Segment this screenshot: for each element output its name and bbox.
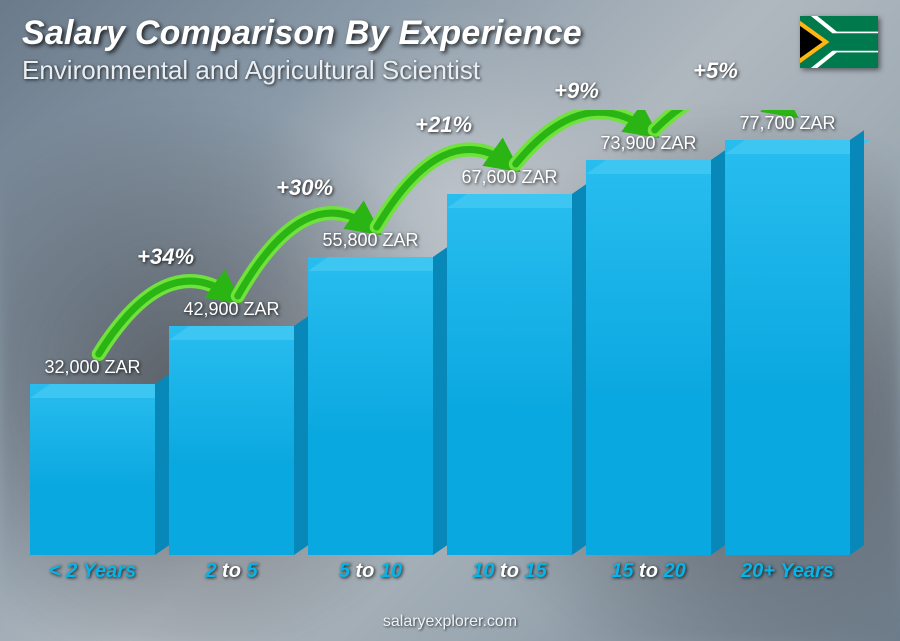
bar xyxy=(30,384,155,555)
bar-top-face xyxy=(308,257,453,271)
bar-slot: 77,700 ZAR20+ Years xyxy=(725,113,850,555)
pct-increase-label: +9% xyxy=(554,78,599,104)
bar-value-label: 55,800 ZAR xyxy=(322,230,418,251)
bar-value-label: 32,000 ZAR xyxy=(44,357,140,378)
bar-top-face xyxy=(586,160,731,174)
bar-slot: 42,900 ZAR2 to 5 xyxy=(169,299,294,555)
bar-front-face xyxy=(169,326,294,555)
bar-top-face xyxy=(725,140,870,154)
bar-value-label: 42,900 ZAR xyxy=(183,299,279,320)
bar xyxy=(725,140,850,555)
bar xyxy=(308,257,433,555)
bar-side-face xyxy=(572,184,586,555)
bar-slot: 55,800 ZAR5 to 10 xyxy=(308,230,433,555)
pct-increase-label: +30% xyxy=(276,175,333,201)
bar-chart: 32,000 ZAR< 2 Years42,900 ZAR2 to 555,80… xyxy=(24,110,856,583)
pct-increase-label: +21% xyxy=(415,112,472,138)
bar-slot: 73,900 ZAR15 to 20 xyxy=(586,133,711,555)
bar-slot: 32,000 ZAR< 2 Years xyxy=(30,357,155,555)
chart-subtitle: Environmental and Agricultural Scientist xyxy=(22,55,878,86)
bar xyxy=(169,326,294,555)
bar-front-face xyxy=(308,257,433,555)
bar-side-face xyxy=(711,150,725,555)
infographic-canvas: Salary Comparison By Experience Environm… xyxy=(0,0,900,641)
chart-title: Salary Comparison By Experience xyxy=(22,14,878,53)
bar-value-label: 77,700 ZAR xyxy=(739,113,835,134)
category-label: 20+ Years xyxy=(700,560,875,583)
pct-increase-label: +34% xyxy=(137,244,194,270)
flag-south-africa-icon xyxy=(800,16,878,68)
bar-value-label: 73,900 ZAR xyxy=(600,133,696,154)
bars-container: 32,000 ZAR< 2 Years42,900 ZAR2 to 555,80… xyxy=(24,110,856,555)
bar-front-face xyxy=(447,194,572,555)
footer-attribution: salaryexplorer.com xyxy=(0,613,900,631)
bar-top-face xyxy=(30,384,175,398)
bar-side-face xyxy=(850,130,864,555)
bar-side-face xyxy=(155,374,169,555)
bar-front-face xyxy=(30,384,155,555)
bar-side-face xyxy=(294,316,308,555)
bar-top-face xyxy=(169,326,314,340)
bar xyxy=(586,160,711,555)
bar-side-face xyxy=(433,247,447,555)
bar-front-face xyxy=(586,160,711,555)
bar xyxy=(447,194,572,555)
pct-increase-label: +5% xyxy=(693,58,738,84)
bar-slot: 67,600 ZAR10 to 15 xyxy=(447,167,572,555)
bar-top-face xyxy=(447,194,592,208)
bar-front-face xyxy=(725,140,850,555)
bar-value-label: 67,600 ZAR xyxy=(461,167,557,188)
header: Salary Comparison By Experience Environm… xyxy=(22,14,878,86)
